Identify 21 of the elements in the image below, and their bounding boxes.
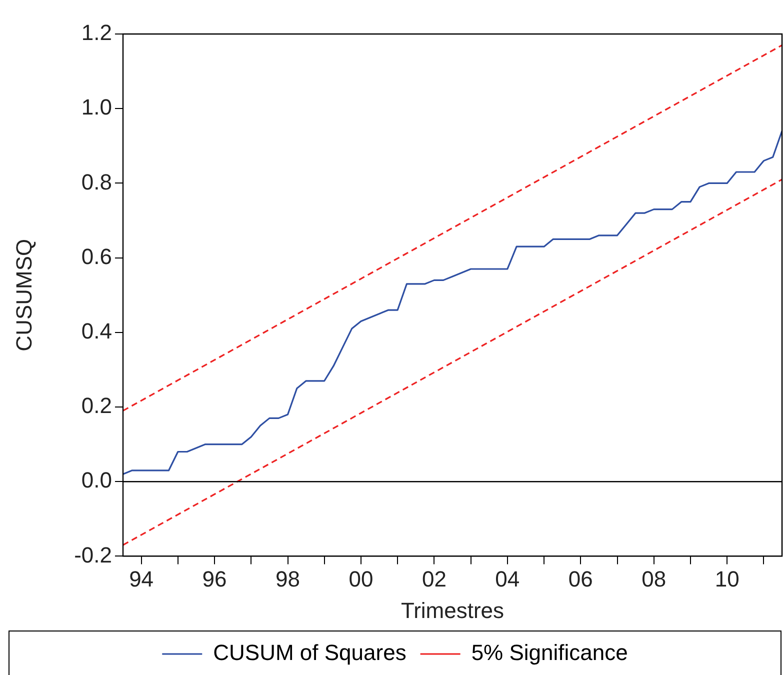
- y-tick-label: -0.2: [74, 542, 112, 568]
- y-tick-label: 1.2: [81, 20, 112, 46]
- y-tick-label: 0.2: [81, 393, 112, 418]
- y-axis-title: CUSUMSQ: [11, 238, 36, 352]
- x-tick-label: 06: [568, 566, 593, 592]
- x-tick-label: 94: [129, 566, 154, 592]
- x-tick-label: 98: [276, 566, 300, 592]
- legend-label: CUSUM of Squares: [213, 640, 406, 666]
- x-tick-label: 04: [495, 566, 520, 592]
- y-tick-label: 0.4: [81, 318, 112, 344]
- x-axis-title: Trimestres: [400, 598, 504, 623]
- y-tick-label: 0.8: [81, 169, 112, 194]
- x-tick-label: 00: [348, 566, 374, 592]
- legend-label: 5% Significance: [471, 640, 628, 666]
- y-tick-label: 0.6: [81, 244, 112, 269]
- x-tick-label: 08: [642, 566, 666, 592]
- x-tick-label: 96: [202, 566, 227, 592]
- y-tick-label: 0.0: [81, 468, 112, 493]
- x-tick-label: 10: [714, 566, 740, 592]
- x-tick-label: 02: [422, 566, 446, 592]
- y-tick-label: 1.0: [81, 94, 112, 120]
